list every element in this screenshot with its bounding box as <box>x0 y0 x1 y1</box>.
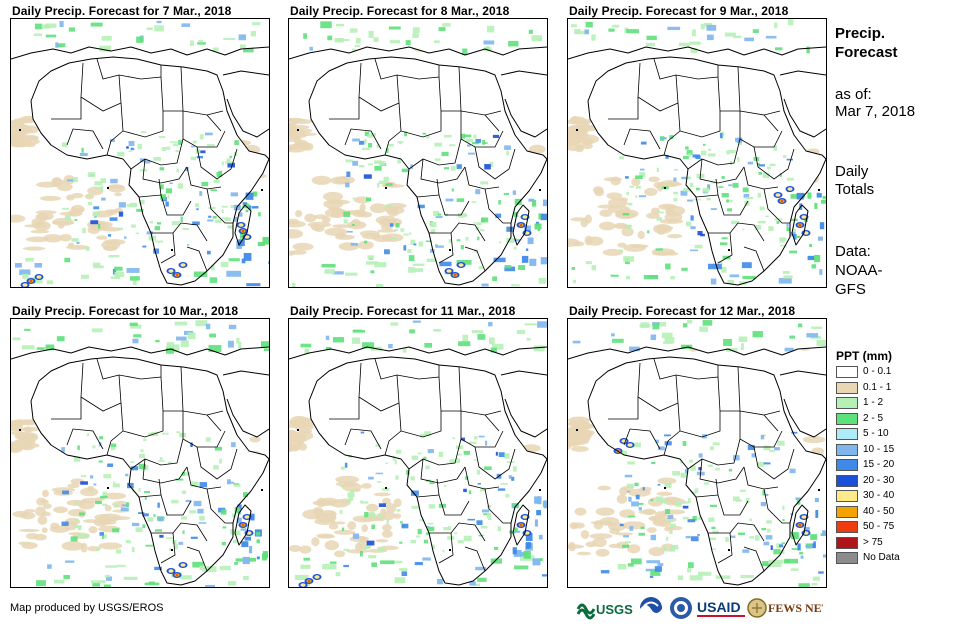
daily-label-1: Daily <box>835 163 869 180</box>
legend-swatch <box>836 505 858 518</box>
fewsnet-logo-text: FEWS NET <box>768 601 823 615</box>
legend-swatch <box>836 366 858 378</box>
legend-swatch <box>836 536 858 549</box>
panel-title: Daily Precip. Forecast for 9 Mar., 2018 <box>569 4 789 18</box>
precip-map <box>288 318 548 588</box>
footer-credit: Map produced by USGS/EROS <box>10 602 164 614</box>
asof-date: Mar 7, 2018 <box>835 103 916 120</box>
legend-label: 30 - 40 <box>863 490 895 501</box>
precip-map <box>567 318 827 588</box>
legend-swatch <box>836 459 858 471</box>
legend-label: 5 - 10 <box>863 428 889 439</box>
precip-map <box>10 318 270 588</box>
asof-label: as of: <box>835 86 872 103</box>
legend-title: PPT (mm) <box>836 349 893 363</box>
precip-map <box>567 18 827 288</box>
legend-label: > 75 <box>863 536 883 548</box>
usgs-logo: USGS <box>576 602 633 620</box>
daily-label-2: Totals <box>835 181 875 198</box>
legend-swatch <box>836 412 858 425</box>
legend-swatch <box>836 474 858 487</box>
legend-swatch <box>836 397 858 409</box>
panel-title: Daily Precip. Forecast for 11 Mar., 2018 <box>290 304 516 318</box>
legend-label: No Data <box>863 552 900 563</box>
sidebar-title-1: Precip. <box>835 25 886 42</box>
panel-title: Daily Precip. Forecast for 7 Mar., 2018 <box>12 4 232 18</box>
panel-title: Daily Precip. Forecast for 12 Mar., 2018 <box>569 304 796 318</box>
legend-swatch <box>836 428 858 440</box>
panel-title: Daily Precip. Forecast for 8 Mar., 2018 <box>290 4 510 18</box>
legend-label: 50 - 75 <box>863 521 895 532</box>
usaid-logo: USAID <box>697 599 745 617</box>
data-label-3: GFS <box>835 281 866 298</box>
data-label-2: NOAA- <box>835 262 883 279</box>
legend-label: 0 - 0.1 <box>863 366 892 377</box>
legend-swatch <box>836 552 858 564</box>
panel-title: Daily Precip. Forecast for 10 Mar., 2018 <box>12 304 239 318</box>
legend-label: 2 - 5 <box>863 412 884 424</box>
legend-label: 40 - 50 <box>863 505 895 517</box>
precip-map <box>288 18 548 288</box>
legend-swatch <box>836 490 858 502</box>
legend-swatch <box>836 381 858 394</box>
nasa-logo <box>670 597 692 619</box>
usgs-logo-text: USGS <box>596 602 633 617</box>
precip-map <box>10 18 270 288</box>
legend-label: 0.1 - 1 <box>863 381 892 393</box>
usaid-logo-text: USAID <box>697 599 741 615</box>
legend-swatch <box>836 521 858 533</box>
sidebar-title-2: Forecast <box>835 44 898 61</box>
data-label-1: Data: <box>835 243 871 260</box>
legend-label: 15 - 20 <box>863 459 895 470</box>
legend-swatch <box>836 443 858 456</box>
legend-label: 10 - 15 <box>863 443 895 455</box>
fewsnet-logo: FEWS NET <box>747 598 823 618</box>
legend-label: 1 - 2 <box>863 397 884 408</box>
noaa-logo <box>640 597 662 619</box>
legend-label: 20 - 30 <box>863 474 895 486</box>
